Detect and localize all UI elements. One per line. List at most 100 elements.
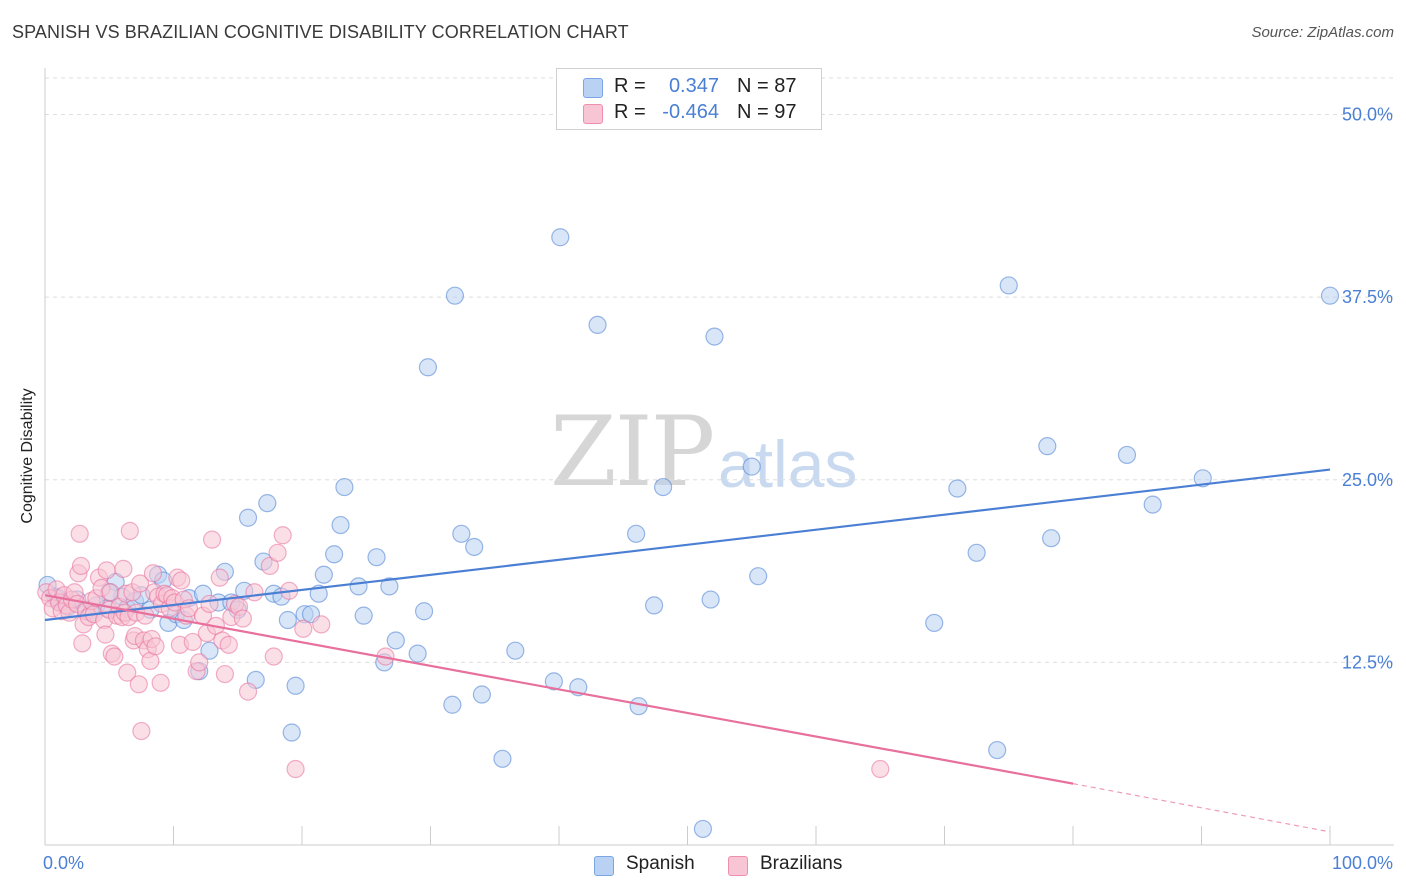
spanish-point bbox=[506, 641, 525, 660]
spanish-point bbox=[644, 596, 664, 615]
brazilian-point bbox=[114, 559, 133, 578]
spanish-point bbox=[282, 723, 301, 742]
spanish-points bbox=[38, 228, 1340, 839]
spanish-point bbox=[386, 631, 405, 650]
brazilians-swatch bbox=[583, 104, 603, 124]
spanish-point bbox=[988, 740, 1007, 760]
brazilian-point bbox=[268, 543, 287, 562]
brazilian-point bbox=[118, 663, 137, 682]
brazilian-point bbox=[312, 615, 331, 634]
x-tick-label-min: 0.0% bbox=[43, 853, 84, 873]
spanish-point bbox=[701, 590, 720, 609]
correlation-legend: R = 0.347 N = 87 R = -0.464 N = 97 bbox=[556, 68, 822, 130]
brazilian-point bbox=[190, 653, 209, 672]
spanish-point bbox=[1042, 529, 1061, 548]
spanish-point bbox=[925, 613, 944, 633]
spanish-point bbox=[200, 641, 219, 660]
brazilian-trend-line bbox=[44, 594, 1074, 785]
spanish-point bbox=[693, 819, 713, 839]
brazilian-point bbox=[129, 675, 148, 694]
brazilian-point bbox=[105, 647, 124, 666]
r-value-spanish: 0.347 bbox=[668, 75, 719, 97]
brazilian-point bbox=[151, 673, 170, 692]
spanish-point bbox=[354, 606, 373, 625]
watermark-zip: ZIP bbox=[550, 396, 715, 508]
brazilian-point bbox=[264, 647, 283, 666]
spanish-point bbox=[238, 508, 258, 527]
watermark-atlas: atlas bbox=[718, 427, 858, 501]
brazilian-points bbox=[37, 521, 890, 779]
r-value-brazilians: -0.464 bbox=[662, 101, 719, 123]
brazilian-point bbox=[273, 526, 292, 545]
spanish-point bbox=[1193, 469, 1212, 488]
brazilian-point bbox=[215, 664, 234, 684]
brazilian-trend-extension bbox=[1072, 783, 1331, 833]
brazilians-legend-swatch bbox=[728, 856, 748, 876]
y-tick-label: 12.5% bbox=[1342, 652, 1393, 672]
spanish-point bbox=[1320, 286, 1340, 305]
spanish-point bbox=[1038, 437, 1057, 456]
spanish-point bbox=[948, 479, 967, 498]
brazilian-point bbox=[294, 619, 313, 638]
spanish-point bbox=[742, 457, 761, 476]
spanish-point bbox=[551, 228, 570, 247]
spanish-point bbox=[408, 644, 427, 663]
brazilian-point bbox=[70, 524, 89, 543]
spanish-point bbox=[452, 524, 471, 543]
brazilian-point bbox=[143, 564, 163, 583]
spanish-trend-line bbox=[44, 468, 1331, 622]
spanish-point bbox=[418, 358, 438, 377]
brazilian-point bbox=[172, 571, 191, 590]
spanish-point bbox=[544, 672, 563, 691]
spanish-swatch bbox=[583, 78, 603, 98]
brazilian-point bbox=[130, 574, 150, 593]
spanish-point bbox=[380, 577, 399, 596]
spanish-point bbox=[258, 494, 277, 513]
r-label: R = bbox=[614, 101, 646, 123]
spanish-point bbox=[443, 695, 462, 714]
spanish-legend-label: Spanish bbox=[626, 853, 695, 874]
brazilian-point bbox=[97, 561, 116, 580]
brazilian-point bbox=[101, 583, 120, 602]
n-value-spanish: N = 87 bbox=[737, 75, 797, 97]
spanish-point bbox=[1117, 445, 1137, 465]
spanish-point bbox=[445, 286, 465, 305]
brazilian-point bbox=[219, 635, 238, 654]
spanish-point bbox=[414, 602, 434, 621]
spanish-point bbox=[999, 276, 1018, 295]
y-tick-label: 50.0% bbox=[1342, 105, 1393, 125]
brazilian-point bbox=[120, 521, 139, 540]
spanish-point bbox=[331, 515, 350, 535]
legend-row-brazilians: R = -0.464 N = 97 bbox=[557, 100, 821, 126]
brazilian-point bbox=[286, 759, 305, 779]
spanish-point bbox=[1143, 495, 1162, 514]
spanish-point bbox=[653, 477, 673, 497]
x-tick-label-max: 100.0% bbox=[1332, 853, 1393, 873]
brazilian-point bbox=[200, 594, 219, 614]
brazilian-point bbox=[73, 634, 92, 653]
spanish-legend-swatch bbox=[594, 856, 614, 876]
brazilian-point bbox=[96, 625, 115, 644]
brazilian-point bbox=[233, 609, 252, 628]
y-tick-label: 25.0% bbox=[1342, 470, 1393, 490]
spanish-point bbox=[286, 676, 305, 695]
r-label: R = bbox=[614, 75, 646, 97]
n-value-brazilians: N = 97 bbox=[737, 101, 797, 123]
spanish-point bbox=[367, 548, 386, 567]
spanish-point bbox=[749, 567, 768, 586]
spanish-point bbox=[705, 327, 724, 346]
brazilians-legend-label: Brazilians bbox=[760, 853, 843, 874]
brazilian-point bbox=[871, 759, 890, 779]
brazilian-point bbox=[202, 530, 222, 549]
source-credit: Source: ZipAtlas.com bbox=[1251, 24, 1394, 41]
grid-lines bbox=[45, 77, 1394, 663]
brazilian-point bbox=[132, 721, 151, 741]
brazilian-point bbox=[245, 583, 264, 602]
spanish-point bbox=[472, 685, 491, 704]
brazilian-point bbox=[210, 568, 229, 587]
brazilian-point bbox=[183, 632, 202, 652]
spanish-point bbox=[588, 315, 607, 335]
brazilian-point bbox=[146, 637, 165, 656]
spanish-point bbox=[335, 477, 354, 497]
